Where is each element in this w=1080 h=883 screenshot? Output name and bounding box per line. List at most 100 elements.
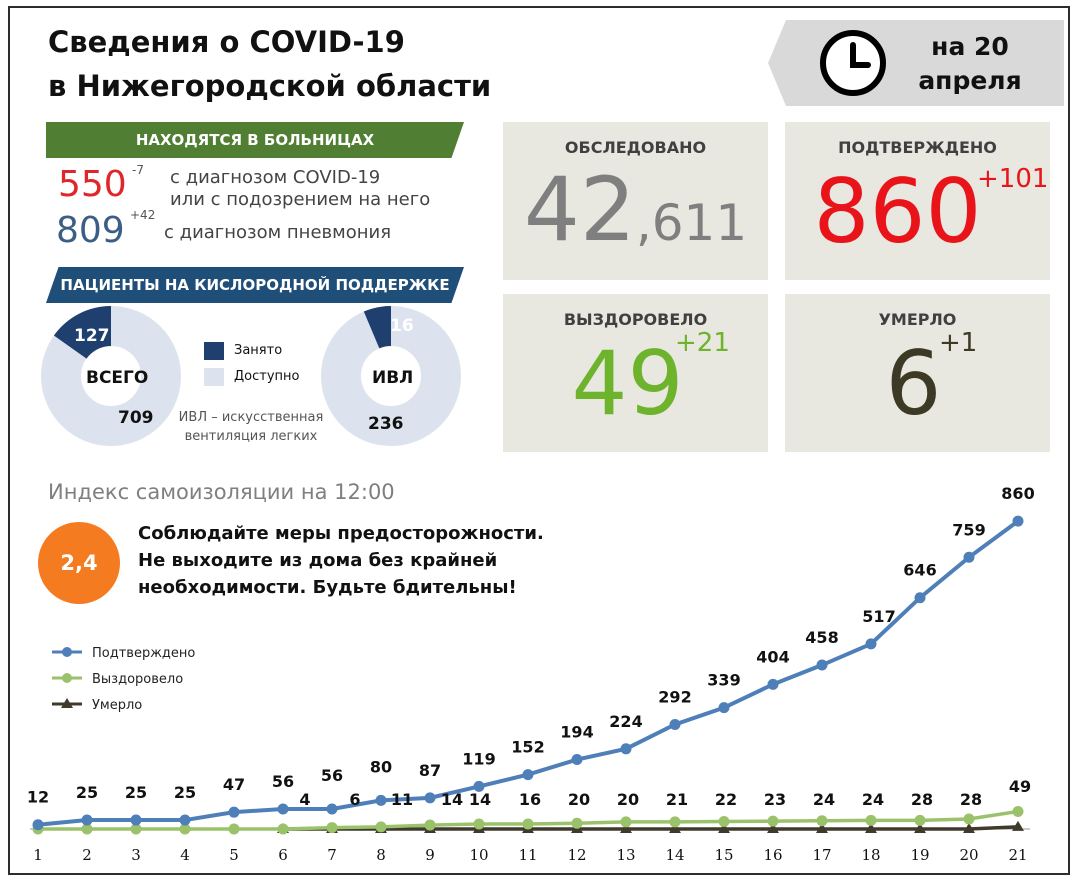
confirmed-data-label: 646 [903,561,936,580]
confirmed-point [669,718,681,730]
confirmed-point [914,592,926,604]
stat-died: УМЕРЛО 6 +1 [785,294,1050,452]
legend-marker-0 [62,647,72,657]
total-donut-label: ВСЕГО [86,368,149,388]
confirmed-point [81,814,93,826]
confirmed-point [326,803,338,815]
legend-label: Подтверждено [92,646,195,661]
recovered-point [326,822,338,834]
covid-hospital-desc: с диагнозом COVID-19 или с подозрением н… [170,167,430,211]
recovered-point [130,823,142,835]
recovered-data-label: 20 [568,790,590,809]
legend-marker-1 [62,673,72,683]
confirmed-point [375,794,387,806]
stat-tested-value-rest: ,611 [635,194,748,252]
x-tick-label: 9 [425,846,435,864]
recovered-point [375,821,387,833]
recovered-data-label: 14 [441,790,463,809]
recovered-data-label: 14 [469,790,491,809]
ventilation-note: ИВЛ – искусственная вентиляция легких [178,410,324,444]
confirmed-data-label: 458 [805,628,838,647]
x-tick-label: 4 [180,846,190,864]
x-tick-label: 21 [1008,846,1027,864]
recovered-data-label: 49 [1009,777,1031,796]
date-line-2: апреля [918,66,1022,95]
recovered-data-label: 24 [813,790,835,809]
died-point [816,823,828,833]
confirmed-data-label: 25 [76,783,98,802]
recovered-point [865,814,877,826]
confirmed-point [571,754,583,766]
recovered-point [473,818,485,830]
x-tick-label: 16 [763,846,782,864]
ventilation-donut-label: ИВЛ [372,368,414,388]
confirmed-data-label: 759 [952,520,985,539]
confirmed-point [963,551,975,563]
total-available-value: 709 [118,408,154,428]
x-tick-label: 12 [567,846,586,864]
confirmed-point [473,780,485,792]
stat-tested: ОБСЛЕДОВАНО 42,611 [503,122,768,280]
stat-tested-value-main: 42 [523,158,636,261]
legend-marker-died [61,698,73,708]
recovered-point [767,815,779,827]
recovered-point [669,816,681,828]
confirmed-point [277,803,289,815]
recovered-data-label: 11 [391,790,413,809]
confirmed-point [865,638,877,650]
confirmed-point [424,792,436,804]
confirmed-data-label: 80 [370,757,392,776]
title-line-2: в Нижегородской области [48,69,492,103]
x-tick-label: 3 [131,846,141,864]
covid-hospital-count: 550 [58,164,127,205]
recovered-data-label: 4 [299,790,310,809]
x-tick-label: 14 [665,846,684,864]
confirmed-data-label: 87 [419,761,441,780]
title-line-1: Сведения о COVID-19 [48,25,405,59]
stat-died-label: УМЕРЛО [878,310,957,329]
legend-available-label: Доступно [234,369,300,384]
stat-recovered-label: ВЫЗДОРОВЕЛО [563,310,708,329]
clock-icon [820,30,886,96]
recovered-point [1012,805,1024,817]
recovered-point [522,818,534,830]
isolation-index-label: Индекс самоизоляции на 12:00 [48,480,395,504]
recovered-point [228,823,240,835]
confirmed-data-label: 56 [321,766,343,785]
covid-desc-line-1: с диагнозом COVID-19 [170,167,381,188]
stat-confirmed: ПОДТВЕРЖДЕНО 860 +101 [785,122,1050,280]
stat-confirmed-label: ПОДТВЕРЖДЕНО [838,138,997,157]
confirmed-data-label: 47 [223,775,245,794]
confirmed-data-label: 224 [609,712,642,731]
total-donut-occupied [53,306,111,359]
x-tick-label: 11 [518,846,537,864]
confirmed-data-label: 404 [756,647,789,666]
recovered-point [277,823,289,835]
infographic-frame [8,6,1070,875]
x-tick-label: 1 [33,846,43,864]
advice-line-2: Не выходите из дома без крайней [138,550,498,571]
date-badge [768,20,1064,106]
confirmed-data-label: 152 [511,738,544,757]
stat-died-delta: +1 [939,328,978,358]
pneumonia-desc: с диагнозом пневмония [164,222,392,243]
died-point [718,823,730,833]
recovered-data-label: 20 [617,790,639,809]
ventilation-occupied-value: 16 [390,316,414,336]
stat-confirmed-value: 860 [813,160,982,263]
recovered-point [620,816,632,828]
confirmed-point [32,819,44,831]
confirmed-data-label: 119 [462,749,495,768]
isolation-index-value: 2,4 [38,522,120,604]
safety-advice: Соблюдайте меры предосторожности. Не вых… [138,520,558,601]
ventilation-donut-occupied [363,306,391,349]
confirmed-data-label: 25 [174,783,196,802]
recovered-point [571,817,583,829]
stat-died-value: 6 [885,332,942,435]
confirmed-data-label: 860 [1001,484,1034,503]
x-tick-label: 10 [469,846,488,864]
x-tick-label: 8 [376,846,386,864]
confirmed-data-label: 517 [862,607,895,626]
recovered-point [424,819,436,831]
recovered-data-label: 23 [764,790,786,809]
